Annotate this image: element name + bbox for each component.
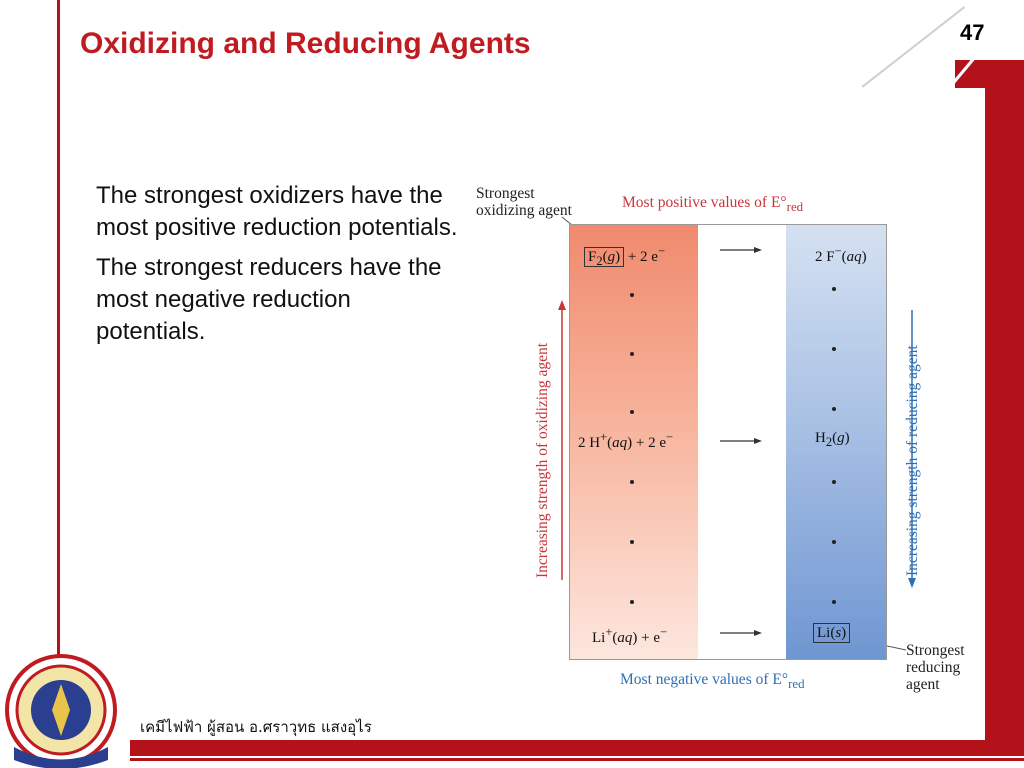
left-accent-rule — [57, 0, 60, 700]
ellipsis-dot — [630, 600, 634, 604]
strongest-oxidizing-line1: Strongest — [476, 185, 535, 202]
strongest-reducing-line3: agent — [906, 676, 940, 693]
right-axis-label: Increasing strength of reducing agent — [904, 345, 921, 576]
decorative-line — [861, 6, 965, 88]
page-number: 47 — [960, 20, 985, 45]
reducing-agent-column — [786, 225, 886, 660]
reaction-2-right: H2(g) — [815, 430, 850, 449]
ellipsis-dot — [832, 347, 836, 351]
right-accent-block — [985, 88, 1024, 740]
leader-lines — [558, 216, 916, 651]
ellipsis-dot — [630, 540, 634, 544]
ellipsis-dot — [832, 407, 836, 411]
top-caption-subscript: red — [786, 199, 804, 215]
ellipsis-dot — [630, 293, 634, 297]
strongest-reducing-line1: Strongest — [906, 642, 965, 659]
footer-text: เคมีไฟฟ้า ผู้สอน อ.ศราวุทธ แสงอุไร — [140, 718, 372, 736]
reaction-3-right: Li(s) — [813, 623, 851, 643]
bottom-accent-rule — [130, 740, 1024, 756]
oxidizing-agent-column — [570, 225, 698, 660]
paragraph-reducers: The strongest reducers have the most neg… — [96, 254, 442, 345]
reaction-2-left: 2 H+(aq) + 2 e− — [578, 430, 674, 451]
page-title: Oxidizing and Reducing Agents — [80, 27, 531, 60]
ellipsis-dot — [630, 352, 634, 356]
top-caption-text: Most positive values of E° — [622, 194, 787, 211]
bottom-caption-subscript: red — [788, 676, 805, 692]
ellipsis-dot — [832, 600, 836, 604]
body-text: The strongest oxidizers have the most po… — [96, 180, 466, 356]
reaction-1-left: F2(g) + 2 e− — [584, 244, 665, 269]
ellipsis-dot — [832, 480, 836, 484]
strongest-oxidizing-line2: oxidizing agent — [476, 202, 572, 219]
reaction-3-left: Li+(aq) + e− — [592, 625, 668, 646]
bottom-accent-rule-thin — [130, 758, 1024, 761]
reaction-arrows — [720, 247, 762, 636]
table-frame — [569, 224, 887, 660]
ellipsis-dot — [832, 540, 836, 544]
ellipsis-dot — [832, 287, 836, 291]
strongest-reducing-line2: reducing — [906, 659, 961, 676]
reduction-potential-figure: Strongest oxidizing agent Most positive … — [470, 180, 990, 700]
left-axis-label: Increasing strength of oxidizing agent — [534, 342, 551, 578]
ellipsis-dot — [630, 410, 634, 414]
top-caption: Most positive values of E°red — [622, 194, 803, 215]
bottom-caption-text: Most negative values of E° — [620, 671, 789, 688]
paragraph-oxidizers: The strongest oxidizers have the most po… — [96, 182, 458, 241]
bottom-caption: Most negative values of E°red — [620, 671, 805, 692]
strongest-reducing-label: Strongest reducing agent — [906, 642, 965, 693]
strongest-oxidizing-label: Strongest oxidizing agent — [476, 185, 572, 219]
ellipsis-dot — [630, 480, 634, 484]
university-seal-logo — [5, 654, 117, 768]
reaction-1-right: 2 F−(aq) — [815, 244, 867, 265]
